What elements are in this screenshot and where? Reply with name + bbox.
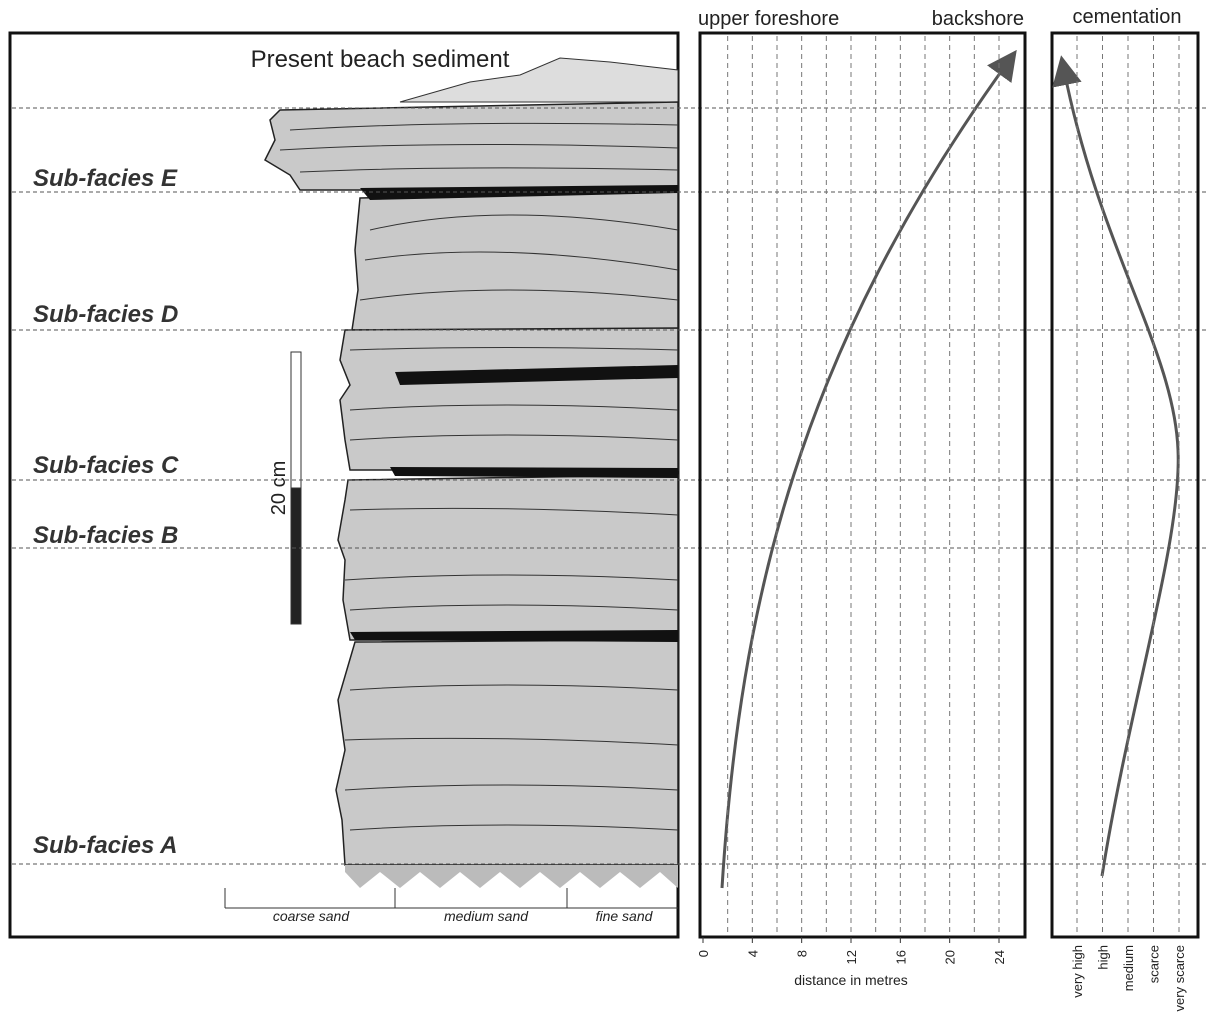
grain-label: fine sand xyxy=(596,908,654,924)
tick-label: medium xyxy=(1121,945,1136,991)
sediment-label: Present beach sediment xyxy=(251,46,510,73)
tick-label: 16 xyxy=(893,950,908,964)
tick-label: 4 xyxy=(745,950,760,957)
tick-label: high xyxy=(1096,945,1111,970)
grain-label: medium sand xyxy=(444,908,529,924)
tick-label: 20 xyxy=(943,950,958,964)
base xyxy=(345,865,678,888)
cementation-panel: cementation very high high medium scarce ver… xyxy=(1052,6,1198,1011)
layer-a xyxy=(336,640,678,865)
subfacies-label: Sub-facies C xyxy=(33,452,179,479)
axis-label: distance in metres xyxy=(794,972,908,988)
scale-label: 20 cm xyxy=(268,461,290,515)
tick-label: 24 xyxy=(992,950,1007,964)
tick-label: very high xyxy=(1070,945,1085,998)
layer-d xyxy=(352,190,678,330)
tick-label: 0 xyxy=(696,950,711,957)
subfacies-label: Sub-facies A xyxy=(33,832,177,859)
panel-frame xyxy=(700,33,1025,937)
trend-arrow xyxy=(1064,70,1178,876)
tick-label: very scarce xyxy=(1172,945,1187,1011)
distance-panel: upper foreshore backshore distance in me… xyxy=(696,8,1025,988)
panel-title: cementation xyxy=(1073,6,1182,28)
layer-b xyxy=(338,475,678,640)
figure: Present beach sediment 20 cm coarse sand… xyxy=(0,0,1206,1036)
tick-label: scarce xyxy=(1147,945,1162,983)
tick-label: 12 xyxy=(844,950,859,964)
grain-axis xyxy=(225,888,678,908)
subfacies-label: Sub-facies E xyxy=(33,165,178,192)
zone-label: upper foreshore xyxy=(698,8,839,30)
grain-label: coarse sand xyxy=(273,908,350,924)
trend-arrow xyxy=(722,62,1008,888)
subfacies-label: Sub-facies D xyxy=(33,301,178,328)
tick-label: 8 xyxy=(795,950,810,957)
scale-bar: 20 cm xyxy=(268,352,301,624)
subfacies-label: Sub-facies B xyxy=(33,522,178,549)
zone-label: backshore xyxy=(932,8,1024,30)
